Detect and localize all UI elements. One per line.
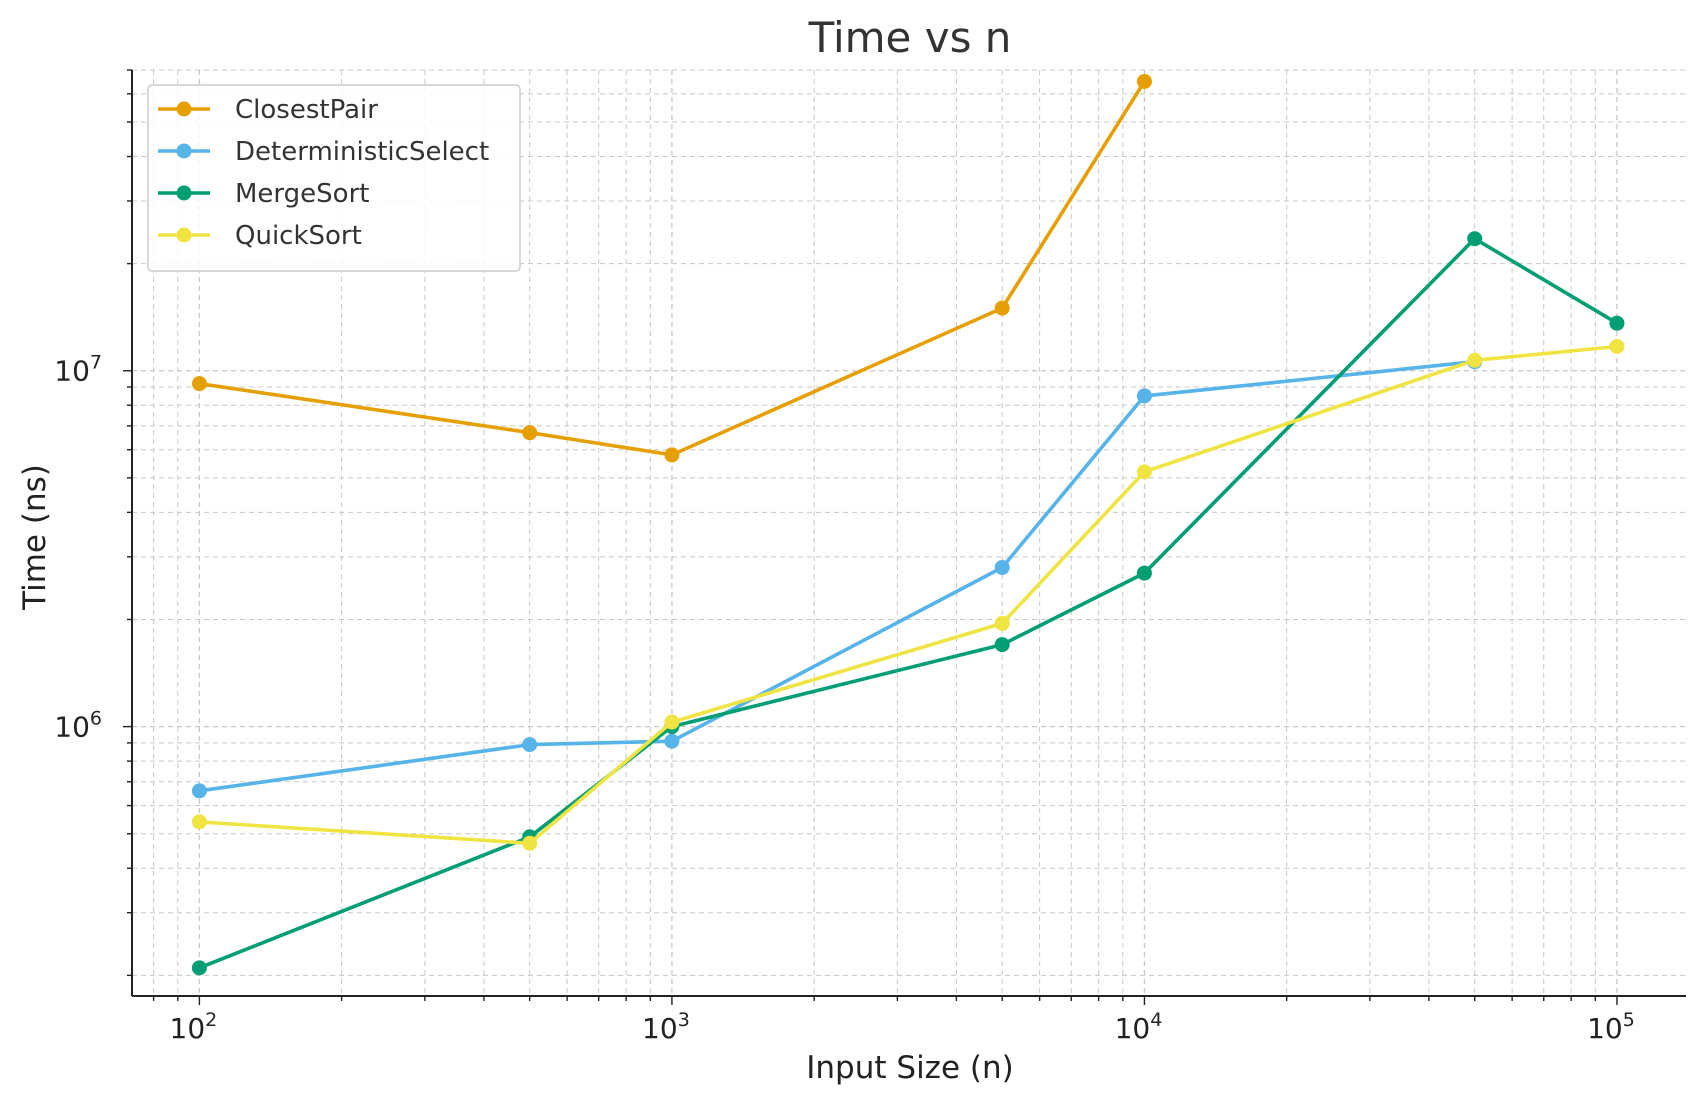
data-point bbox=[1136, 73, 1152, 89]
legend-item: DeterministicSelect bbox=[158, 137, 489, 167]
legend-label: MergeSort bbox=[235, 179, 369, 209]
data-point bbox=[1136, 565, 1152, 581]
data-point bbox=[664, 714, 680, 730]
data-point bbox=[191, 814, 207, 830]
data-point bbox=[664, 447, 680, 463]
x-tick-exponent: 3 bbox=[678, 1009, 690, 1031]
legend-label: QuickSort bbox=[235, 221, 362, 251]
x-tick-exponent: 4 bbox=[1150, 1009, 1162, 1031]
data-point bbox=[1609, 338, 1625, 354]
y-tick-exponent: 6 bbox=[90, 708, 102, 730]
data-point bbox=[1609, 315, 1625, 331]
data-point bbox=[1467, 352, 1483, 368]
data-point bbox=[1136, 464, 1152, 480]
data-point bbox=[191, 960, 207, 976]
data-point bbox=[994, 637, 1010, 653]
series-quicksort bbox=[191, 338, 1625, 851]
series-deterministicselect bbox=[191, 354, 1483, 799]
x-tick-label: 103 bbox=[642, 1009, 690, 1045]
y-tick-label: 107 bbox=[54, 352, 102, 388]
legend-label: DeterministicSelect bbox=[235, 137, 489, 167]
legend-item: QuickSort bbox=[158, 221, 362, 251]
legend-marker bbox=[176, 101, 192, 117]
data-point bbox=[664, 733, 680, 749]
data-point bbox=[1467, 231, 1483, 247]
legend-item: MergeSort bbox=[158, 179, 369, 209]
legend-box bbox=[147, 84, 521, 272]
y-tick-exponent: 7 bbox=[90, 352, 102, 374]
legend-item: ClosestPair bbox=[158, 95, 378, 125]
data-point bbox=[994, 559, 1010, 575]
series-line bbox=[199, 359, 1475, 793]
data-point bbox=[994, 300, 1010, 316]
x-tick-exponent: 2 bbox=[205, 1009, 217, 1031]
data-point bbox=[522, 425, 538, 441]
x-tick-base: 10 bbox=[170, 1012, 206, 1045]
y-axis-title: Time (ns) bbox=[17, 464, 53, 611]
x-tick-label: 105 bbox=[1587, 1009, 1635, 1045]
legend: ClosestPair DeterministicSelect MergeSort Q… bbox=[147, 84, 521, 272]
legend-marker bbox=[176, 185, 192, 201]
legend-label: ClosestPair bbox=[235, 95, 378, 125]
data-point bbox=[522, 737, 538, 753]
x-tick-base: 10 bbox=[1587, 1012, 1623, 1045]
data-point bbox=[994, 615, 1010, 631]
x-axis-title: Input Size (n) bbox=[806, 1050, 1013, 1086]
y-tick-label: 106 bbox=[54, 708, 102, 744]
data-point bbox=[1136, 388, 1152, 404]
chart-title: Time vs n bbox=[808, 13, 1012, 62]
data-point bbox=[191, 376, 207, 392]
y-tick-base: 10 bbox=[54, 711, 90, 744]
x-tick-base: 10 bbox=[1115, 1012, 1151, 1045]
series-layer bbox=[191, 73, 1625, 976]
data-point bbox=[191, 783, 207, 799]
series-mergesort bbox=[191, 231, 1625, 976]
data-point bbox=[522, 835, 538, 851]
series-line bbox=[199, 344, 1618, 846]
grid bbox=[132, 69, 1686, 996]
x-tick-label: 102 bbox=[170, 1009, 218, 1045]
series-closestpair bbox=[191, 73, 1152, 463]
x-tick-base: 10 bbox=[642, 1012, 678, 1045]
axes bbox=[131, 70, 1686, 997]
legend-marker bbox=[176, 227, 192, 243]
x-tick-label: 104 bbox=[1115, 1009, 1163, 1045]
y-tick-base: 10 bbox=[54, 355, 90, 388]
legend-marker bbox=[176, 143, 192, 159]
x-tick-exponent: 5 bbox=[1623, 1009, 1635, 1031]
